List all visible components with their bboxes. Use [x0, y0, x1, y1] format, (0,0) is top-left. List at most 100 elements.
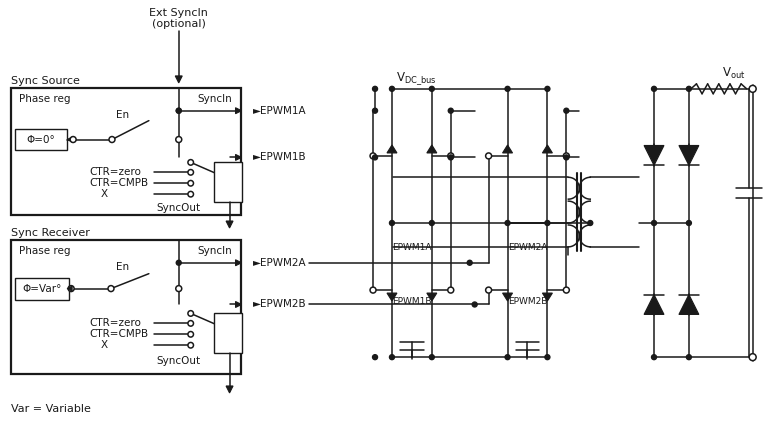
Polygon shape [236, 301, 241, 307]
Circle shape [505, 355, 510, 359]
Bar [12, 240, 240, 374]
Circle shape [651, 220, 657, 226]
Text: EPWM1A: EPWM1A [392, 244, 432, 252]
Polygon shape [542, 293, 552, 301]
Circle shape [188, 343, 194, 348]
Circle shape [370, 287, 376, 293]
Polygon shape [387, 293, 397, 301]
Text: CTR=CMPB: CTR=CMPB [89, 178, 148, 188]
Text: Var = Variable: Var = Variable [12, 404, 91, 414]
Circle shape [485, 287, 492, 293]
Circle shape [372, 155, 378, 160]
Text: Φ=0°: Φ=0° [27, 135, 55, 145]
Polygon shape [67, 137, 72, 142]
Circle shape [472, 302, 477, 307]
Polygon shape [542, 145, 552, 153]
Circle shape [429, 87, 435, 91]
Polygon shape [236, 154, 241, 161]
Polygon shape [387, 145, 397, 153]
Circle shape [564, 287, 569, 293]
Circle shape [651, 355, 657, 359]
Circle shape [188, 331, 194, 337]
Polygon shape [644, 294, 664, 314]
Circle shape [449, 155, 453, 160]
Circle shape [188, 191, 194, 197]
Text: EPWM1B: EPWM1B [392, 297, 432, 306]
Text: Phase reg: Phase reg [19, 246, 71, 256]
Circle shape [68, 285, 74, 292]
Text: ►EPWM2A: ►EPWM2A [253, 258, 306, 268]
Text: X: X [101, 189, 108, 199]
Text: Sync Source: Sync Source [12, 76, 80, 86]
Text: EPWM2A: EPWM2A [508, 244, 547, 252]
Text: EPWM2B: EPWM2B [508, 297, 547, 306]
Polygon shape [502, 145, 512, 153]
Circle shape [449, 108, 453, 113]
Circle shape [651, 87, 657, 91]
Circle shape [389, 87, 395, 91]
Bar [15, 128, 67, 150]
Circle shape [188, 321, 194, 326]
Polygon shape [226, 386, 233, 393]
Text: Sync Receiver: Sync Receiver [12, 228, 90, 238]
Circle shape [188, 181, 194, 186]
Text: Φ=Var°: Φ=Var° [22, 284, 62, 293]
Text: SyncOut: SyncOut [157, 356, 200, 366]
Polygon shape [236, 260, 241, 266]
Circle shape [505, 87, 510, 91]
Circle shape [588, 220, 593, 226]
Text: ►EPWM1A: ►EPWM1A [253, 106, 306, 116]
Text: En: En [117, 110, 130, 120]
Text: ►EPWM2B: ►EPWM2B [253, 300, 306, 310]
Circle shape [448, 153, 454, 159]
Circle shape [749, 85, 756, 92]
Polygon shape [644, 145, 664, 165]
Circle shape [372, 108, 378, 113]
Polygon shape [427, 145, 437, 153]
Text: CTR=zero: CTR=zero [89, 318, 141, 328]
Text: Phase reg: Phase reg [19, 94, 71, 104]
Polygon shape [427, 293, 437, 301]
Text: V$_{\mathsf{out}}$: V$_{\mathsf{out}}$ [722, 66, 746, 82]
Text: (optional): (optional) [152, 19, 206, 29]
Circle shape [429, 355, 435, 359]
Polygon shape [67, 286, 72, 291]
Circle shape [545, 87, 550, 91]
Circle shape [687, 87, 691, 91]
Text: SyncOut: SyncOut [157, 203, 200, 213]
Circle shape [389, 220, 395, 226]
Circle shape [687, 220, 691, 226]
Polygon shape [502, 293, 512, 301]
Circle shape [176, 136, 182, 143]
Text: X: X [101, 340, 108, 350]
Polygon shape [175, 76, 182, 83]
Circle shape [108, 285, 114, 292]
Circle shape [467, 260, 472, 265]
Circle shape [188, 169, 194, 175]
Circle shape [188, 160, 194, 165]
Circle shape [545, 355, 550, 359]
Text: ►EPWM1B: ►EPWM1B [253, 153, 306, 162]
Circle shape [70, 136, 76, 143]
Circle shape [188, 311, 194, 316]
Text: CTR=CMPB: CTR=CMPB [89, 329, 148, 339]
Bar [15, 278, 69, 300]
Circle shape [372, 355, 378, 359]
Circle shape [485, 153, 492, 159]
Polygon shape [679, 294, 699, 314]
Circle shape [370, 153, 376, 159]
Bar [214, 162, 241, 202]
Circle shape [389, 355, 395, 359]
Text: SyncIn: SyncIn [198, 94, 233, 104]
Circle shape [545, 220, 550, 226]
Text: Ext SyncIn: Ext SyncIn [149, 8, 208, 18]
Circle shape [176, 285, 182, 292]
Circle shape [429, 220, 435, 226]
Circle shape [749, 354, 756, 361]
Circle shape [564, 108, 569, 113]
Polygon shape [236, 108, 241, 114]
Circle shape [372, 87, 378, 91]
Text: En: En [117, 262, 130, 272]
Circle shape [687, 355, 691, 359]
Text: CTR=zero: CTR=zero [89, 167, 141, 178]
